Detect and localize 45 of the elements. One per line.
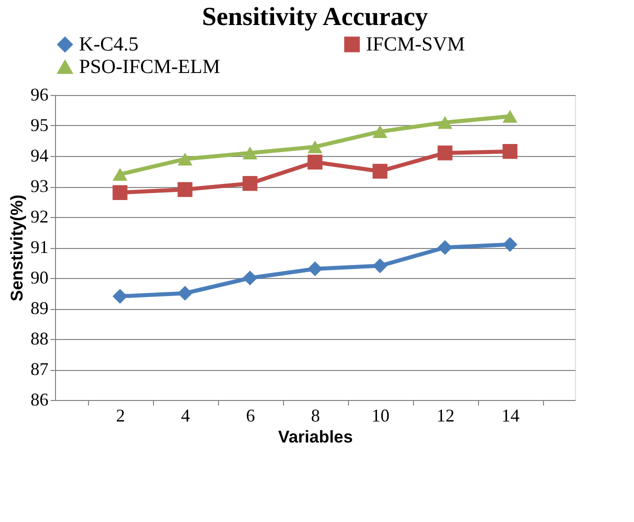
point	[308, 261, 322, 276]
point	[308, 154, 322, 170]
y-tick-label: 93	[30, 176, 48, 196]
y-tick-label: 90	[30, 268, 48, 288]
y-tick-label: 88	[30, 328, 48, 348]
y-tick-label: 91	[30, 237, 48, 257]
y-axis-title: Senstivity(%)	[8, 194, 26, 302]
y-tick-label: 95	[30, 115, 48, 135]
point	[242, 176, 258, 191]
point	[438, 116, 452, 129]
point	[502, 237, 518, 252]
y-tick-label: 87	[30, 359, 48, 379]
point	[372, 258, 388, 274]
point	[112, 168, 128, 181]
x-tick-label: 8	[311, 406, 320, 426]
point	[178, 152, 192, 166]
x-tick-label: 4	[181, 406, 190, 426]
legend-label: IFCM-SVM	[366, 33, 466, 56]
point	[308, 140, 322, 154]
point	[502, 144, 518, 159]
x-axis-title: Variables	[278, 428, 353, 446]
point	[178, 182, 192, 197]
point	[242, 270, 258, 286]
legend-label: K-C4.5	[79, 33, 138, 56]
point	[178, 286, 192, 301]
y-tick-label: 86	[30, 390, 48, 410]
x-tick-label: 10	[372, 406, 390, 426]
x-tick-label: 2	[116, 406, 125, 426]
point	[438, 240, 452, 255]
x-tick-label: 6	[246, 406, 255, 426]
y-tick-label: 96	[30, 84, 48, 104]
y-tick-label: 89	[30, 298, 48, 318]
point	[242, 146, 258, 160]
x-tick-label: 14	[502, 406, 520, 426]
point	[372, 164, 388, 179]
point	[502, 110, 518, 123]
y-tick-label: 94	[30, 146, 48, 166]
point	[112, 185, 128, 200]
chart-title: Sensitivity Accuracy	[202, 2, 428, 31]
point	[438, 146, 452, 160]
x-tick-label: 12	[436, 406, 454, 426]
point	[372, 125, 388, 138]
point	[112, 288, 128, 304]
y-tick-label: 92	[30, 206, 48, 226]
legend-label: PSO-IFCM-ELM	[79, 56, 220, 78]
